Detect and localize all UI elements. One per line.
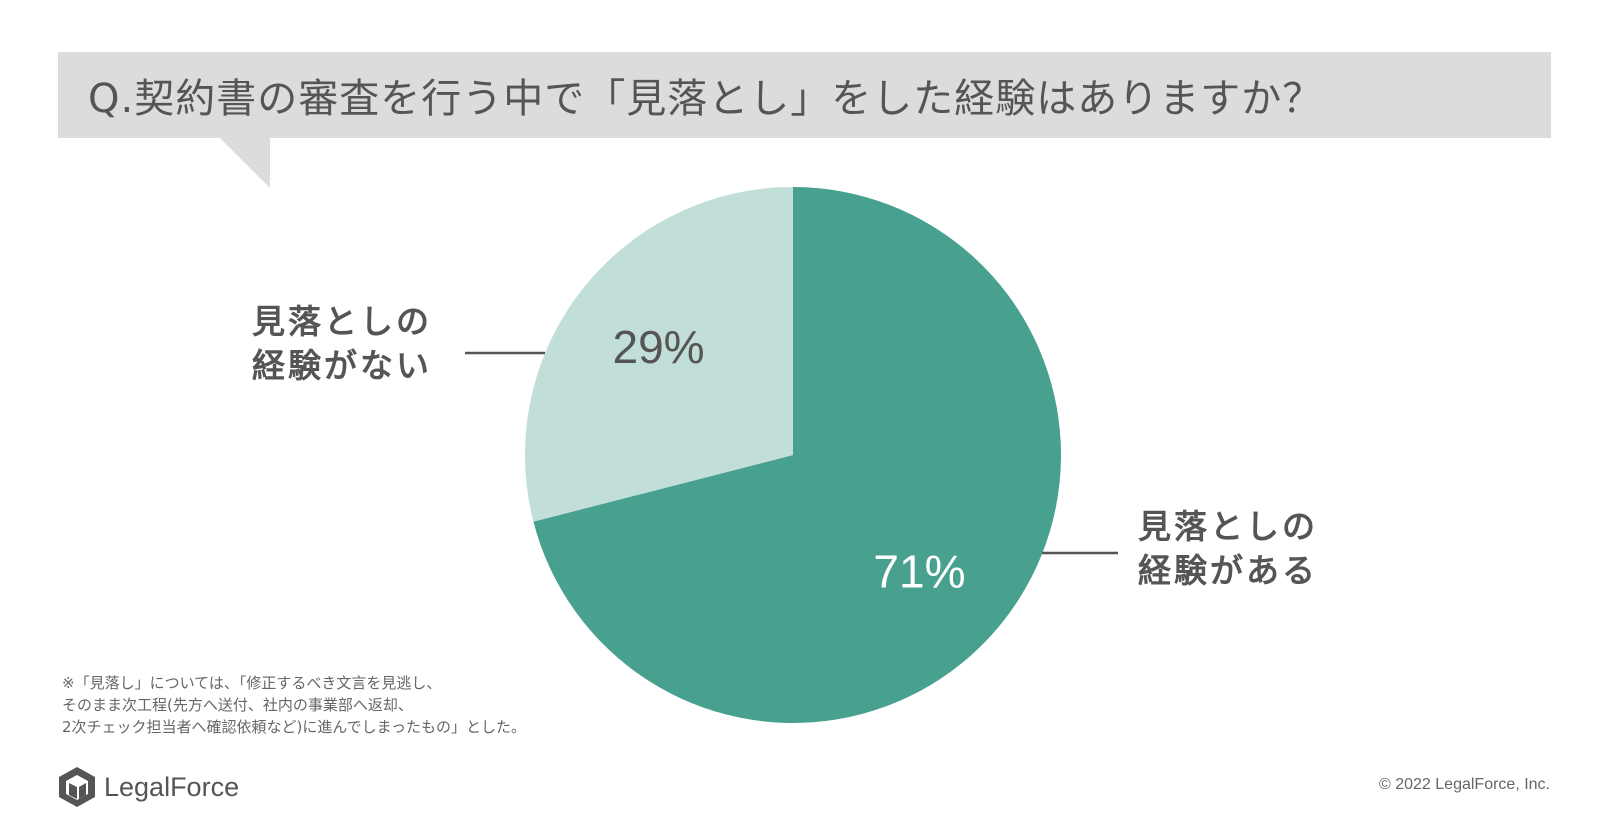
pie-value-label-1: 71% [873, 545, 965, 597]
pie-slice-2 [525, 187, 793, 522]
label-has-experience-line1: 見落としの [1138, 507, 1318, 546]
label-has-experience: 見落としの 経験がある [1138, 505, 1318, 593]
label-no-experience-line2: 経験がない [252, 346, 432, 385]
label-no-experience-line1: 見落としの [252, 302, 432, 341]
footnote: ※「見落し」については、「修正するべき文言を見逃し、 そのまま次工程(先方へ送付… [62, 672, 526, 738]
title-banner [58, 52, 1551, 138]
legalforce-logo: LegalForce [58, 766, 239, 808]
pie-slice-1 [533, 187, 1061, 723]
copyright: © 2022 LegalForce, Inc. [1379, 776, 1550, 793]
question-title: Q.契約書の審査を行う中で「見落とし」をした経験はありますか？ [88, 76, 1324, 122]
footnote-line3: 2次チェック担当者へ確認依頼など)に進んでしまったもの」とした。 [62, 718, 527, 736]
footnote-line2: そのまま次工程(先方へ送付、社内の事業部へ返却、 [62, 696, 413, 714]
label-no-experience: 見落としの 経験がない [252, 300, 432, 388]
pie-value-label-2: 29% [612, 321, 704, 373]
footnote-line1: ※「見落し」については、「修正するべき文言を見逃し、 [62, 674, 442, 692]
legalforce-logo-icon [59, 767, 95, 807]
logo-text: LegalForce [104, 771, 240, 802]
label-has-experience-line2: 経験がある [1138, 551, 1318, 590]
